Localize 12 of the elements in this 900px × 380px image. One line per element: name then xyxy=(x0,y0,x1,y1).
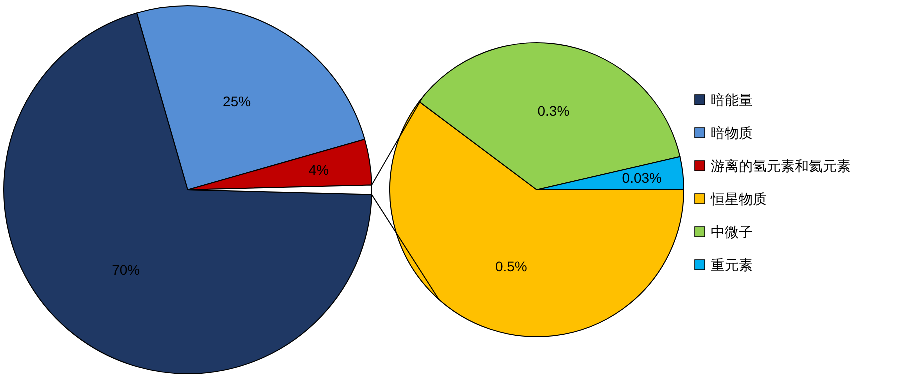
legend-label: 游离的氢元素和氦元素 xyxy=(711,158,851,174)
data-label: 0.3% xyxy=(538,102,570,119)
legend-label: 暗能量 xyxy=(711,92,753,108)
data-label: 0.03% xyxy=(622,170,662,186)
data-label: 4% xyxy=(308,162,330,178)
data-label: 0.5% xyxy=(495,258,528,275)
legend-label: 中微子 xyxy=(711,224,753,240)
legend-label: 恒星物质 xyxy=(710,191,767,207)
data-label: 25% xyxy=(223,93,252,110)
data-label: 70% xyxy=(112,262,140,278)
legend-label: 暗物质 xyxy=(711,125,753,141)
legend-label: 重元素 xyxy=(711,257,753,273)
